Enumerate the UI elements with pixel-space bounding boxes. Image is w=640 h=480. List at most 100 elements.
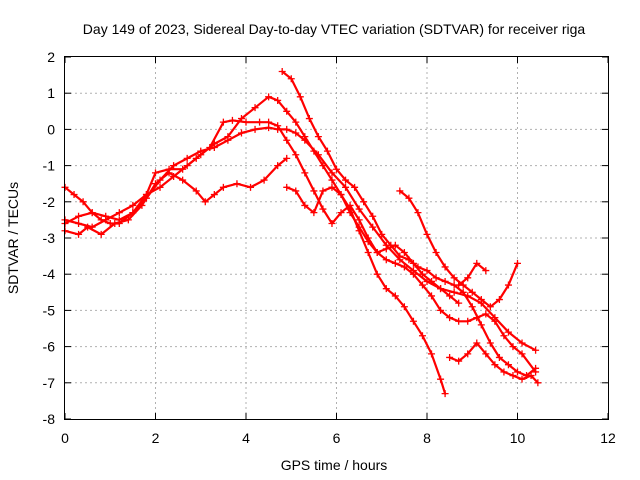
series-track-5 bbox=[61, 93, 463, 307]
data-point bbox=[495, 353, 503, 361]
data-point bbox=[532, 346, 540, 354]
data-point bbox=[455, 281, 463, 289]
data-point bbox=[441, 277, 449, 285]
data-point bbox=[75, 230, 83, 238]
data-point bbox=[482, 350, 490, 358]
data-point bbox=[129, 201, 137, 209]
y-tick-label: 0 bbox=[47, 121, 55, 137]
data-point bbox=[486, 339, 494, 347]
data-point bbox=[450, 288, 458, 296]
data-point bbox=[400, 248, 408, 256]
data-point bbox=[278, 67, 286, 75]
data-point bbox=[237, 129, 245, 137]
data-point bbox=[455, 317, 463, 325]
data-point bbox=[473, 259, 481, 267]
data-point bbox=[464, 317, 472, 325]
x-tick-label: 6 bbox=[333, 430, 341, 446]
data-point bbox=[247, 183, 255, 191]
data-point bbox=[165, 169, 173, 177]
y-tick-label: -8 bbox=[43, 411, 56, 427]
data-point bbox=[310, 187, 318, 195]
data-point bbox=[378, 230, 386, 238]
data-point bbox=[382, 245, 390, 253]
data-point bbox=[310, 147, 318, 155]
data-point bbox=[170, 172, 178, 180]
data-point bbox=[459, 288, 467, 296]
data-point bbox=[102, 216, 110, 224]
data-point bbox=[283, 154, 291, 162]
data-point bbox=[382, 256, 390, 264]
data-point bbox=[391, 292, 399, 300]
data-point bbox=[75, 212, 83, 220]
data-point bbox=[219, 118, 227, 126]
data-point bbox=[256, 118, 264, 126]
x-axis-label: GPS time / hours bbox=[281, 457, 388, 473]
data-point bbox=[79, 198, 87, 206]
data-point bbox=[88, 209, 96, 217]
data-point bbox=[283, 107, 291, 115]
data-point bbox=[418, 270, 426, 278]
data-point bbox=[437, 375, 445, 383]
data-point bbox=[400, 303, 408, 311]
data-point bbox=[283, 125, 291, 133]
data-point bbox=[468, 303, 476, 311]
data-point bbox=[138, 201, 146, 209]
data-point bbox=[504, 328, 512, 336]
chart-title: Day 149 of 2023, Sidereal Day-to-day VTE… bbox=[83, 21, 586, 37]
series-line bbox=[398, 189, 519, 308]
data-point bbox=[287, 75, 295, 83]
data-point bbox=[328, 183, 336, 191]
data-point bbox=[482, 310, 490, 318]
data-point bbox=[504, 281, 512, 289]
data-point bbox=[274, 162, 282, 170]
x-tick-label: 10 bbox=[510, 430, 526, 446]
data-point bbox=[409, 270, 417, 278]
data-point bbox=[441, 263, 449, 271]
data-point bbox=[183, 154, 191, 162]
data-point bbox=[237, 115, 245, 123]
data-point bbox=[455, 299, 463, 307]
data-point bbox=[428, 277, 436, 285]
x-tick-label: 12 bbox=[600, 430, 616, 446]
y-tick-label: -5 bbox=[43, 302, 56, 318]
data-point bbox=[342, 183, 350, 191]
data-point bbox=[355, 205, 363, 213]
y-tick-label: 1 bbox=[47, 85, 55, 101]
data-point bbox=[355, 216, 363, 224]
data-point bbox=[364, 238, 372, 246]
data-point bbox=[319, 187, 327, 195]
data-point bbox=[328, 169, 336, 177]
data-point bbox=[495, 296, 503, 304]
data-point bbox=[296, 93, 304, 101]
data-point bbox=[152, 169, 159, 177]
data-point bbox=[260, 176, 268, 184]
data-point bbox=[179, 176, 187, 184]
data-point bbox=[364, 248, 372, 256]
data-point bbox=[514, 368, 521, 376]
data-point bbox=[210, 191, 218, 199]
data-point bbox=[400, 263, 408, 271]
grid bbox=[65, 57, 608, 419]
data-point bbox=[97, 230, 105, 238]
data-point bbox=[446, 292, 454, 300]
data-point bbox=[396, 252, 404, 260]
data-point bbox=[391, 259, 399, 267]
y-tick-label: -2 bbox=[43, 194, 56, 210]
data-point bbox=[468, 288, 476, 296]
data-point bbox=[111, 220, 119, 228]
data-point bbox=[504, 361, 512, 369]
y-tick-label: -4 bbox=[43, 266, 56, 282]
data-point bbox=[265, 118, 273, 126]
data-point bbox=[115, 209, 123, 217]
data-point bbox=[437, 285, 445, 293]
data-point bbox=[360, 198, 368, 206]
y-tick-label: -3 bbox=[43, 230, 56, 246]
plot-frame bbox=[64, 56, 609, 420]
data-point bbox=[428, 350, 436, 358]
data-point bbox=[396, 187, 404, 195]
data-point bbox=[509, 372, 517, 380]
data-point bbox=[351, 183, 359, 191]
data-point bbox=[210, 140, 218, 148]
data-point bbox=[405, 256, 413, 264]
data-point bbox=[156, 183, 164, 191]
